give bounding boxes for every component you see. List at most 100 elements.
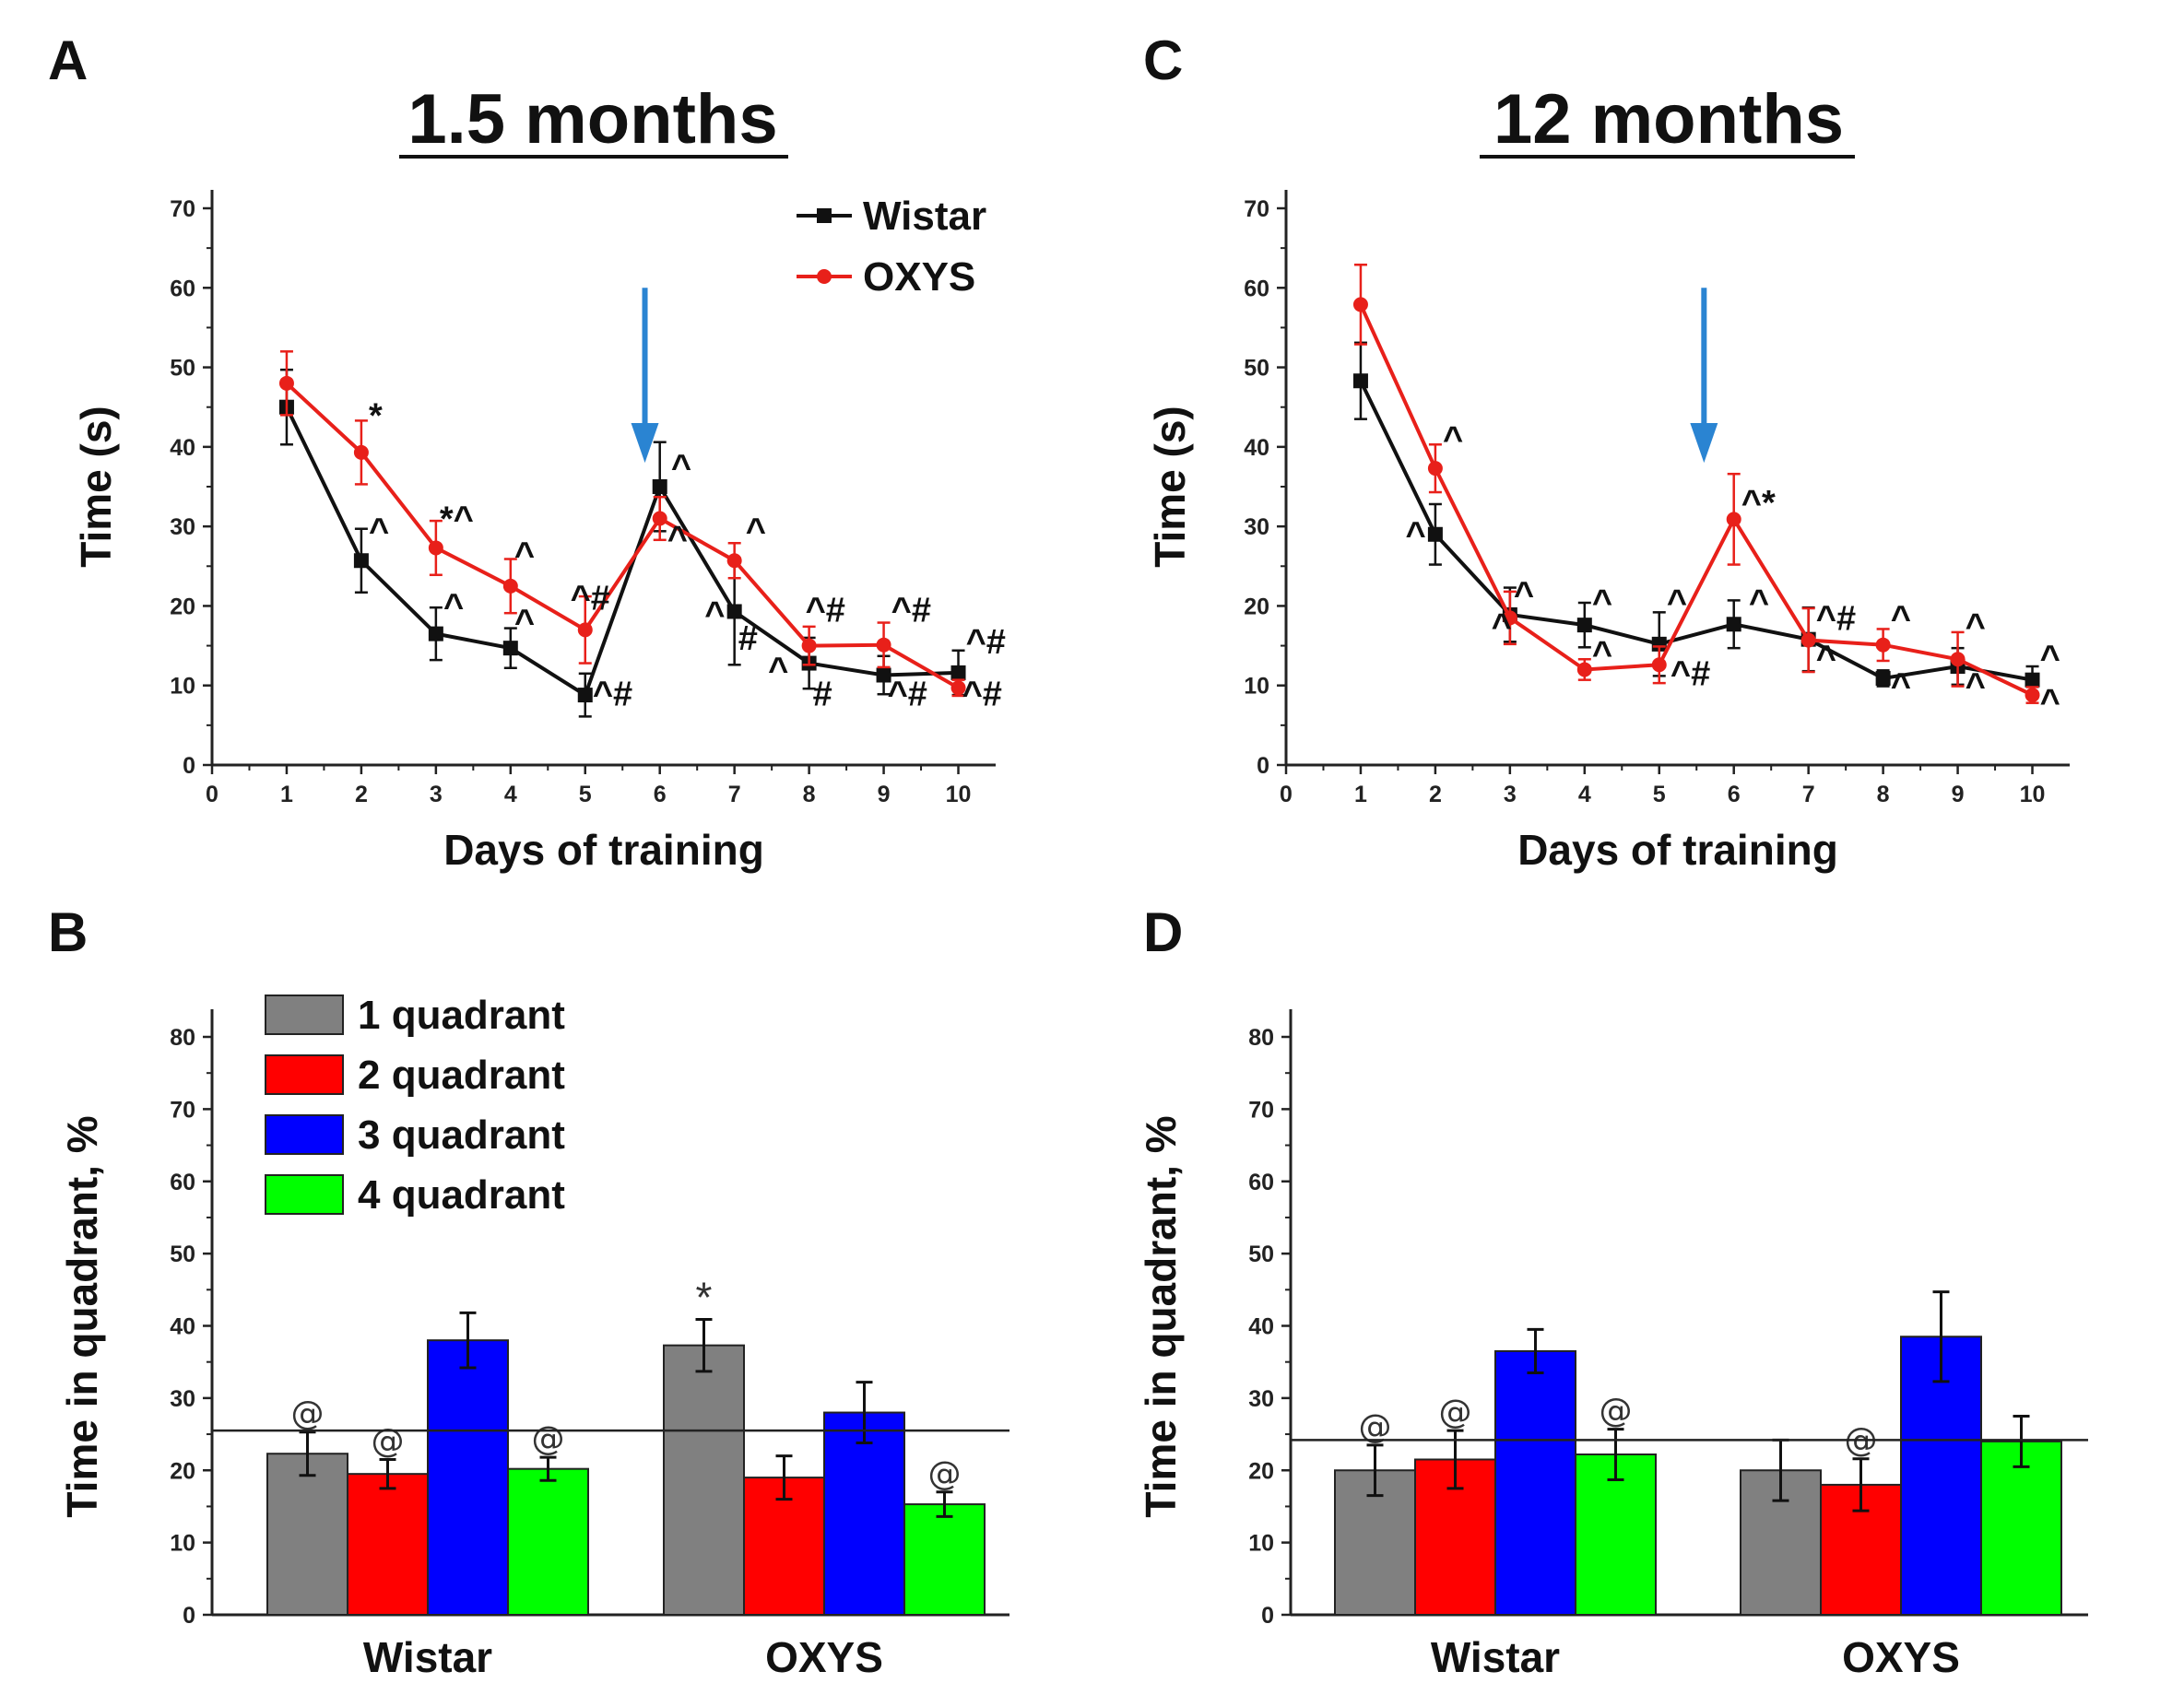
x-tick-label: 1 xyxy=(1354,782,1367,807)
significance-mark: ^# xyxy=(888,675,927,713)
x-tick-label: 5 xyxy=(579,782,592,807)
x-tick-label: 0 xyxy=(206,782,218,807)
arrow-head-icon xyxy=(1690,422,1718,464)
category-label-oxys: OXYS xyxy=(1842,1633,1960,1681)
wistar-point xyxy=(1576,618,1592,633)
y-tick-label: 20 xyxy=(170,1458,195,1484)
bar-significance-mark: @ xyxy=(372,1422,405,1460)
bar-quadrant-4 xyxy=(507,1467,589,1616)
y-tick-label: 20 xyxy=(170,594,195,619)
y-tick-label: 10 xyxy=(1248,1531,1274,1557)
significance-mark: ^ xyxy=(1749,583,1769,622)
significance-mark: ^ xyxy=(1891,599,1911,638)
y-tick-label: 30 xyxy=(1244,514,1269,540)
significance-mark: ^# xyxy=(1816,599,1856,638)
significance-mark: ^ xyxy=(1592,635,1612,674)
significance-mark: ^ xyxy=(2040,683,2060,722)
significance-mark: ^ xyxy=(1443,420,1463,459)
bar-quadrant-3 xyxy=(1494,1349,1576,1617)
bar-quadrant-1 xyxy=(266,1453,348,1616)
y-tick-label: 0 xyxy=(183,753,195,779)
panel-letter-a: A xyxy=(48,29,88,91)
oxys-point xyxy=(353,444,369,460)
wistar-point xyxy=(1427,526,1443,542)
x-tick-label: 4 xyxy=(504,782,517,807)
bar-quadrant-3 xyxy=(427,1339,509,1617)
x-tick-label: 7 xyxy=(1802,782,1815,807)
wistar-point xyxy=(502,641,518,656)
x-tick-label: 6 xyxy=(654,782,667,807)
y-tick-label: 70 xyxy=(1244,196,1269,222)
category-label-wistar: Wistar xyxy=(1431,1633,1560,1681)
y-tick-label: 0 xyxy=(183,1603,195,1629)
oxys-point xyxy=(577,622,593,638)
y-tick-label: 10 xyxy=(170,1531,195,1557)
y-axis-label: Time in quadrant, % xyxy=(1137,1115,1185,1517)
oxys-point xyxy=(801,638,817,653)
category-label-wistar: Wistar xyxy=(363,1633,492,1681)
panel-b-bar-chart: 0 10 20 30 40 50 60 70 80 Time in quadrant, % Wist… xyxy=(58,993,1009,1681)
bar-quadrant-4 xyxy=(903,1503,986,1617)
x-tick-label: 3 xyxy=(1504,782,1517,807)
panel-d-bar-chart: 0 10 20 30 40 50 60 70 80 Time in quadrant, % Wist… xyxy=(1137,1009,2088,1681)
wistar-point xyxy=(876,667,891,683)
significance-mark: ^ xyxy=(1816,639,1836,677)
x-tick-label: 9 xyxy=(1952,782,1965,807)
oxys-point xyxy=(1651,657,1667,673)
legend-swatch-quadrant-1 xyxy=(265,994,344,1035)
x-tick-label: 8 xyxy=(1877,782,1890,807)
wistar-series-line xyxy=(285,406,959,699)
panel-c-line-chart: 0 1 2 3 4 5 6 7 8 9 10 0 10 20 30 40 50 60 70 Days of train… xyxy=(1146,190,2070,874)
oxys-point xyxy=(278,375,294,391)
x-tick-label: 5 xyxy=(1653,782,1666,807)
bar-significance-mark: * xyxy=(696,1273,713,1321)
y-tick-label: 60 xyxy=(1244,276,1269,301)
wistar-point xyxy=(2025,672,2040,688)
significance-mark: ^# xyxy=(962,675,1002,713)
y-axis-label: Time in quadrant, % xyxy=(58,1115,106,1517)
panel-c-title: 12 months xyxy=(1493,80,1844,159)
oxys-point xyxy=(652,511,667,526)
significance-mark: ^# xyxy=(891,592,931,630)
significance-mark: ^ xyxy=(1406,516,1426,555)
arrow-head-icon xyxy=(631,422,659,464)
wistar-point xyxy=(1875,670,1891,686)
bar-significance-mark: @ xyxy=(1600,1393,1633,1430)
category-label-oxys: OXYS xyxy=(765,1633,883,1681)
significance-mark: ^ xyxy=(704,595,725,634)
wistar-point xyxy=(353,553,369,569)
legend-label: OXYS xyxy=(863,254,975,300)
significance-mark: ^# xyxy=(806,592,845,630)
y-tick-label: 60 xyxy=(1248,1170,1274,1195)
panel-letter-b: B xyxy=(48,901,88,963)
y-tick-label: 40 xyxy=(1248,1314,1274,1340)
significance-mark: ^ xyxy=(514,604,535,642)
significance-mark: *^ xyxy=(440,500,474,538)
panel-letter-d: D xyxy=(1143,901,1183,963)
legend-label: 3 quadrant xyxy=(358,1112,565,1158)
y-tick-label: 70 xyxy=(170,196,195,222)
oxys-point xyxy=(726,553,742,569)
x-tick-label: 2 xyxy=(355,782,368,807)
oxys-point xyxy=(950,680,966,696)
panel-letter-c: C xyxy=(1143,29,1183,91)
significance-mark: * xyxy=(369,396,383,435)
x-tick-label: 9 xyxy=(878,782,891,807)
legend-swatch-quadrant-3 xyxy=(265,1114,344,1155)
wistar-point xyxy=(1651,636,1667,652)
y-tick-label: 30 xyxy=(170,514,195,540)
oxys-point xyxy=(1502,610,1517,626)
x-axis-label: Days of training xyxy=(443,826,764,874)
x-axis-label: Days of training xyxy=(1517,826,1838,874)
significance-mark: ^ xyxy=(1966,607,1986,646)
oxys-point xyxy=(2025,688,2040,703)
y-tick-label: 50 xyxy=(170,356,195,382)
legend-label: 4 quadrant xyxy=(358,1172,565,1218)
y-axis-label: Time (s) xyxy=(1146,406,1194,568)
x-tick-label: 2 xyxy=(1429,782,1442,807)
significance-mark: ^ xyxy=(1891,667,1911,706)
significance-mark: ^ xyxy=(746,512,766,550)
legend-marker-circle xyxy=(817,269,832,284)
x-tick-label: 4 xyxy=(1578,782,1591,807)
